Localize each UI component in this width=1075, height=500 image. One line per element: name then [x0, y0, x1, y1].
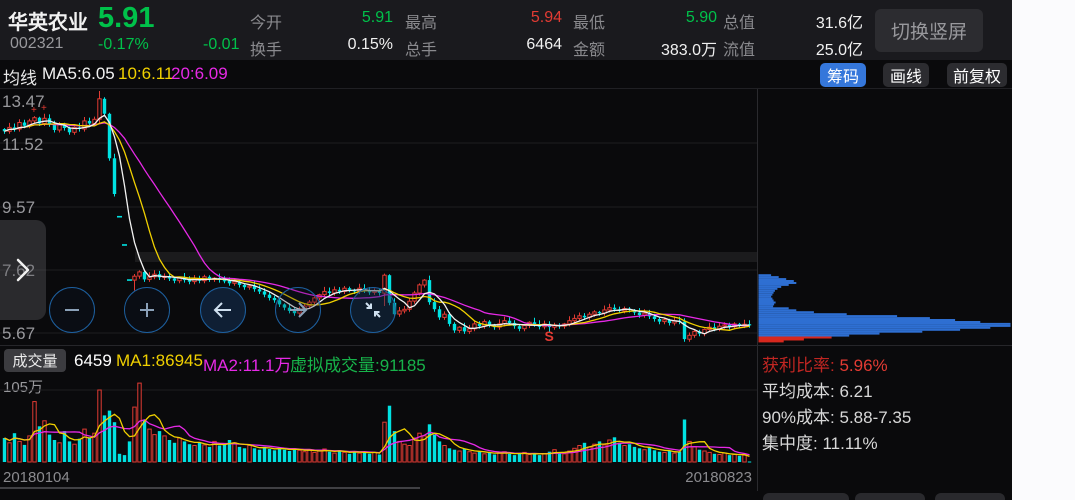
side-drawer-handle[interactable]	[0, 220, 46, 320]
chip-distribution-panel	[757, 89, 1013, 491]
ma10-value: 10:6.11	[118, 64, 174, 83]
volume-axis-label: 105万	[3, 379, 44, 396]
virtual-volume: 虚拟成交量:91185	[290, 356, 426, 375]
stat-value: 5.91	[361, 9, 393, 26]
chart-scroll-indicator[interactable]	[0, 487, 420, 489]
price-tick: 9.57	[2, 198, 36, 217]
zoom-in-button[interactable]	[124, 287, 170, 333]
stat-value: 25.0亿	[815, 42, 863, 59]
rotate-screen-button[interactable]: 切换竖屏	[875, 9, 983, 52]
quote-header-bar: 华英农业 002321 5.91 -0.17% -0.01 今开 5.91 最高 5.…	[0, 0, 1012, 60]
bottom-tab-partial[interactable]	[935, 493, 1005, 500]
stat-label: 今开	[250, 15, 283, 32]
stat-value: 0.15%	[347, 36, 393, 53]
zoom-out-button[interactable]	[49, 287, 95, 333]
change-value: -0.01	[203, 36, 240, 53]
bottom-tab-partial[interactable]	[763, 493, 849, 500]
price-tick: 5.67	[2, 324, 36, 343]
stat-value: 383.0万	[660, 42, 717, 59]
stat-value: 6464	[526, 36, 562, 53]
stat-label: 最高	[405, 15, 438, 32]
stat-label: 总值	[723, 15, 756, 32]
bottom-tab-partial[interactable]	[855, 493, 925, 500]
stat-value: 31.6亿	[815, 15, 863, 32]
concentration-stat: 集中度: 11.11%	[762, 434, 878, 453]
volume-indicator-button[interactable]: 成交量	[4, 349, 66, 372]
stat-label: 最低	[573, 15, 606, 32]
price-tick: 13.47	[2, 92, 45, 111]
stat-label: 总手	[405, 42, 438, 59]
android-navigation-bar	[1012, 0, 1075, 500]
volume-ma2: MA2:11.1万	[203, 356, 292, 375]
date-end: 20180823	[685, 469, 752, 486]
average-cost-stat: 平均成本: 6.21	[762, 382, 873, 401]
divider	[0, 345, 1012, 346]
volume-current: 6459	[74, 351, 112, 370]
divider	[0, 88, 1012, 89]
last-price: 5.91	[98, 2, 155, 34]
pan-right-button[interactable]	[275, 287, 321, 333]
change-percent: -0.17%	[98, 36, 149, 53]
stat-label: 换手	[250, 42, 283, 59]
collapse-arrows-icon	[365, 302, 381, 318]
stat-label: 流值	[723, 42, 756, 59]
stat-value: 5.94	[530, 9, 562, 26]
svg-text:+: +	[31, 105, 37, 116]
volume-chart[interactable]	[0, 370, 757, 464]
arrow-right-icon	[290, 302, 308, 318]
collapse-chart-button[interactable]	[350, 287, 396, 333]
stock-code: 002321	[10, 35, 64, 52]
cost-range-stat: 90%成本: 5.88-7.35	[762, 408, 912, 427]
ma5-value: MA5:6.05	[42, 64, 115, 83]
svg-text:+: +	[41, 103, 47, 114]
ma20-value: 20:6.09	[171, 64, 228, 83]
ma-group-label: 均线	[3, 69, 37, 88]
price-tick: 7.62	[2, 261, 36, 280]
chip-distribution-tab[interactable]: 筹码	[820, 63, 866, 87]
date-start: 20180104	[3, 469, 70, 486]
stat-value: 5.90	[685, 9, 717, 26]
profit-ratio-stat: 获利比率: 5.96%	[762, 356, 888, 375]
volume-ma1: MA1:86945	[116, 351, 203, 370]
pan-left-button[interactable]	[200, 287, 246, 333]
minus-icon	[65, 309, 79, 311]
chip-distribution-chart	[758, 274, 1011, 343]
svg-text:S: S	[545, 328, 554, 344]
stat-label: 金额	[573, 42, 606, 59]
draw-line-tab[interactable]: 画线	[883, 63, 929, 87]
price-tick: 11.52	[2, 135, 44, 154]
plus-icon	[140, 303, 154, 317]
arrow-left-icon	[213, 302, 231, 318]
forward-adjusted-tab[interactable]: 前复权	[947, 63, 1007, 87]
chevron-right-icon	[16, 258, 30, 282]
stock-name: 华英农业	[8, 12, 88, 34]
